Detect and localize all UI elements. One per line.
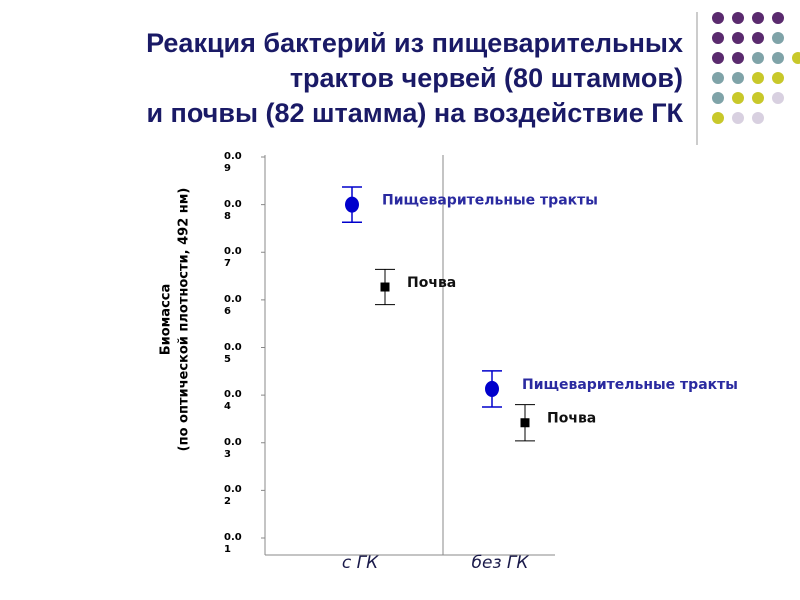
y-tick-label: 0.02	[224, 484, 242, 508]
point	[520, 418, 530, 428]
y-tick-label: 0.08	[224, 198, 242, 222]
point	[345, 196, 359, 213]
title-line: Реакция бактерий из пищеварительных	[146, 28, 683, 58]
point	[380, 282, 390, 292]
y-tick-label: 0.04	[224, 389, 242, 413]
y-tick-label: 0.06	[224, 293, 242, 317]
decoration	[264, 12, 800, 556]
series-label: Почва	[547, 411, 596, 427]
series-label: Пищеварительные тракты	[522, 377, 738, 393]
series-label: Пищеварительные тракты	[382, 193, 598, 209]
title-line: трактов червей (80 штаммов)	[289, 63, 683, 93]
y-axis-label: (по оптической плотности, 492 нм)	[176, 187, 192, 452]
y-tick-label: 0.05	[224, 341, 242, 365]
y-tick-label: 0.07	[224, 246, 242, 270]
series-label: Почва	[407, 275, 456, 291]
y-axis-label: Биомасса	[158, 283, 174, 356]
x-tick-label: с ГК	[342, 553, 379, 573]
y-tick-label: 0.09	[224, 151, 242, 174]
x-tick-label: без ГК	[472, 553, 530, 573]
title-line: и почвы (82 штамма) на воздействие ГК	[146, 98, 683, 128]
y-tick-label: 0.03	[224, 436, 242, 460]
point	[485, 380, 499, 397]
y-tick-label: 0.01	[224, 532, 242, 555]
